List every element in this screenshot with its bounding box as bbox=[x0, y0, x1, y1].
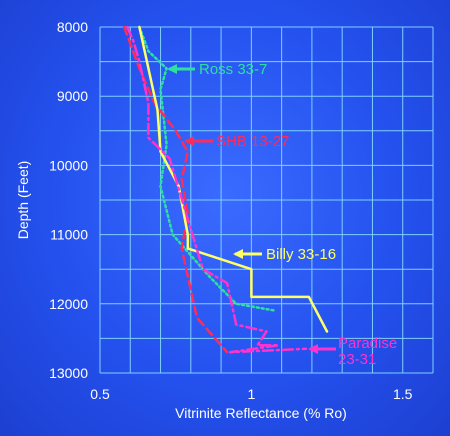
y-tick-label: 9000 bbox=[57, 88, 88, 104]
x-tick-label: 1 bbox=[247, 386, 255, 402]
x-axis-title: Vitrinite Reflectance (% Ro) bbox=[175, 405, 347, 421]
x-tick-label: 0.5 bbox=[90, 386, 110, 402]
annotation-ross: Ross 33-7 bbox=[167, 61, 267, 78]
y-tick-label: 13000 bbox=[49, 365, 88, 381]
paradise-label-line1: Paradise bbox=[338, 335, 397, 352]
series-lines bbox=[122, 25, 329, 354]
series-line-ross-33-7 bbox=[138, 25, 277, 312]
series-line-billy-33-16 bbox=[138, 25, 329, 333]
series-line-paradise-23-31 bbox=[125, 25, 308, 354]
shb-label: SHB 13-27 bbox=[216, 133, 289, 150]
y-axis-title: Depth (Feet) bbox=[15, 161, 31, 240]
annotation-shb: SHB 13-27 bbox=[184, 133, 289, 150]
billy-label: Billy 33-16 bbox=[266, 246, 336, 263]
annotation-billy: Billy 33-16 bbox=[233, 246, 336, 263]
y-tick-label: 10000 bbox=[49, 157, 88, 173]
paradise-label-line2: 23-31 bbox=[338, 351, 376, 368]
grid bbox=[99, 26, 434, 374]
series-line-shb-13-27 bbox=[122, 25, 229, 354]
annotation-paradise: Paradise 23-31 bbox=[308, 335, 397, 368]
y-tick-label: 8000 bbox=[57, 19, 88, 35]
ross-label: Ross 33-7 bbox=[199, 61, 267, 78]
x-tick-label: 1.5 bbox=[393, 386, 413, 402]
y-tick-label: 11000 bbox=[50, 227, 88, 243]
y-tick-label: 12000 bbox=[49, 296, 88, 312]
